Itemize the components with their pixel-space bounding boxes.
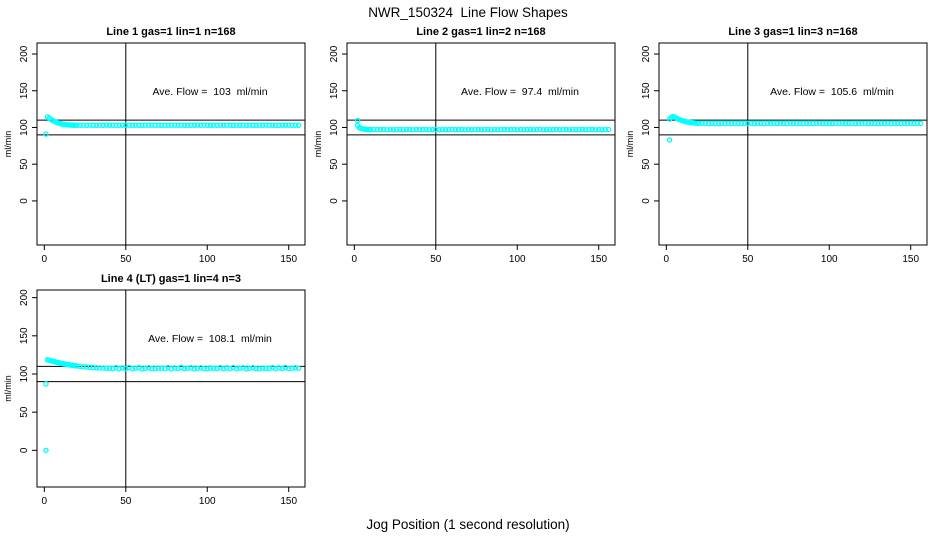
- panel-line-4-title: Line 4 (LT) gas=1 lin=4 n=3: [100, 273, 242, 285]
- svg-text:ml/min: ml/min: [3, 375, 13, 402]
- figure-title: NWR_150324 Line Flow Shapes: [368, 5, 568, 20]
- svg-text:100: 100: [509, 254, 526, 265]
- svg-text:ml/min: ml/min: [625, 131, 635, 158]
- axes-and-reference-lines: [32, 42, 306, 250]
- axes-and-reference-lines: [654, 42, 928, 250]
- svg-text:50: 50: [120, 254, 132, 265]
- panel-line-2-plot: 0 50 100 150 0 50 100 150 200 ml/min: [313, 42, 616, 265]
- panel-line-3-ave-flow-annotation: Ave. Flow = 105.6 ml/min: [770, 86, 894, 98]
- svg-text:150: 150: [641, 82, 652, 99]
- svg-text:150: 150: [280, 496, 297, 507]
- svg-text:50: 50: [742, 254, 754, 265]
- panel-line-2-title: Line 2 gas=1 lin=2 n=168: [416, 26, 546, 38]
- panel-line-1-plot: 0 50 100 150 0 50 100 150 200 ml/min: [3, 42, 306, 265]
- svg-text:100: 100: [19, 365, 30, 382]
- svg-text:0: 0: [19, 198, 30, 204]
- svg-text:0: 0: [329, 198, 340, 204]
- svg-text:100: 100: [199, 254, 216, 265]
- svg-text:ml/min: ml/min: [3, 131, 13, 158]
- svg-text:150: 150: [590, 254, 607, 265]
- panel-line-3-plot: 0 50 100 150 0 50 100 150 200 ml/min: [625, 42, 928, 265]
- svg-text:0: 0: [664, 254, 670, 265]
- svg-text:0: 0: [19, 447, 30, 453]
- svg-text:ml/min: ml/min: [313, 131, 323, 158]
- svg-text:150: 150: [19, 82, 30, 99]
- panel-line-3-title: Line 3 gas=1 lin=3 n=168: [728, 26, 858, 38]
- panel-line-2: Line 2 gas=1 lin=2 n=168 0 50 100 150 0 50 100…: [312, 25, 624, 275]
- tick-labels: 0 50 100 150 0 50 100 150 200 ml/min: [313, 45, 607, 265]
- data-points: [666, 113, 924, 143]
- panel-line-1-title: Line 1 gas=1 lin=1 n=168: [106, 26, 236, 38]
- svg-text:200: 200: [19, 289, 30, 306]
- svg-text:50: 50: [430, 254, 442, 265]
- svg-text:50: 50: [120, 496, 132, 507]
- data-points: [43, 114, 302, 137]
- svg-text:0: 0: [641, 198, 652, 204]
- data-points: [43, 357, 302, 454]
- svg-text:50: 50: [19, 158, 30, 170]
- panel-line-4: Line 4 (LT) gas=1 lin=4 n=3 0 50 100 150 0 50…: [0, 272, 312, 522]
- svg-text:0: 0: [42, 254, 48, 265]
- svg-text:100: 100: [821, 254, 838, 265]
- panel-line-2-ave-flow-annotation: Ave. Flow = 97.4 ml/min: [461, 86, 579, 98]
- svg-text:100: 100: [19, 119, 30, 136]
- svg-text:50: 50: [641, 158, 652, 170]
- panel-line-4-plot: 0 50 100 150 0 50 100 150 200 ml/min: [3, 289, 306, 507]
- tick-labels: 0 50 100 150 0 50 100 150 200 ml/min: [3, 45, 297, 265]
- svg-text:150: 150: [19, 327, 30, 344]
- svg-text:200: 200: [641, 45, 652, 62]
- svg-text:150: 150: [280, 254, 297, 265]
- panel-line-3: Line 3 gas=1 lin=3 n=168 0 50 100 150 0 50 100…: [622, 25, 936, 275]
- svg-text:150: 150: [902, 254, 919, 265]
- panel-line-1-ave-flow-annotation: Ave. Flow = 103 ml/min: [152, 86, 268, 98]
- shared-x-axis-label: Jog Position (1 second resolution): [366, 517, 570, 532]
- svg-text:200: 200: [329, 45, 340, 62]
- tick-labels: 0 50 100 150 0 50 100 150 200 ml/min: [625, 45, 919, 265]
- svg-text:100: 100: [641, 119, 652, 136]
- axes-and-reference-lines: [32, 289, 306, 492]
- axes-and-reference-lines: [342, 42, 616, 250]
- data-points: [354, 117, 612, 133]
- svg-text:50: 50: [329, 158, 340, 170]
- svg-text:0: 0: [42, 496, 48, 507]
- svg-text:100: 100: [329, 119, 340, 136]
- tick-labels: 0 50 100 150 0 50 100 150 200 ml/min: [3, 289, 297, 507]
- svg-text:50: 50: [19, 406, 30, 418]
- svg-text:200: 200: [19, 45, 30, 62]
- panel-line-1: Line 1 gas=1 lin=1 n=168 0 50 100 150 0 50 100…: [0, 25, 312, 275]
- svg-text:100: 100: [199, 496, 216, 507]
- panel-line-4-ave-flow-annotation: Ave. Flow = 108.1 ml/min: [148, 333, 272, 345]
- svg-text:150: 150: [329, 82, 340, 99]
- svg-text:0: 0: [352, 254, 358, 265]
